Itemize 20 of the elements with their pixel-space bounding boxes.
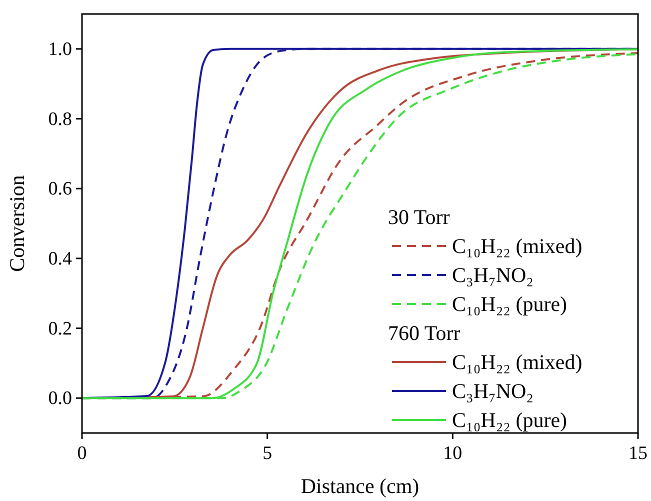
y-tick-label: 0.4 xyxy=(48,248,72,270)
x-tick-label: 5 xyxy=(262,443,272,464)
y-tick-label: 0.8 xyxy=(48,108,72,130)
y-tick-label: 0.0 xyxy=(48,388,72,410)
legend-label: C₁₀H₂₂ (mixed) xyxy=(452,350,582,374)
legend-label: C₃H₇NO₂ xyxy=(452,379,534,403)
annotation: 30 Torr xyxy=(388,205,450,229)
y-tick-label: 0.2 xyxy=(48,318,72,340)
legend-label: C₁₀H₂₂ (mixed) xyxy=(452,234,582,258)
x-tick-label: 15 xyxy=(628,443,648,464)
legend-label: C₃H₇NO₂ xyxy=(452,263,534,287)
legend-label: C₁₀H₂₂ (pure) xyxy=(452,408,568,432)
annotation: 760 Torr xyxy=(388,321,460,345)
y-axis-title: Conversion xyxy=(5,174,29,272)
x-tick-label: 10 xyxy=(443,443,462,464)
x-axis-title: Distance (cm) xyxy=(300,474,420,498)
legend-label: C₁₀H₂₂ (pure) xyxy=(452,292,568,316)
x-tick-label: 0 xyxy=(77,443,87,464)
y-tick-label: 0.6 xyxy=(48,178,72,200)
y-tick-label: 1.0 xyxy=(48,38,72,60)
